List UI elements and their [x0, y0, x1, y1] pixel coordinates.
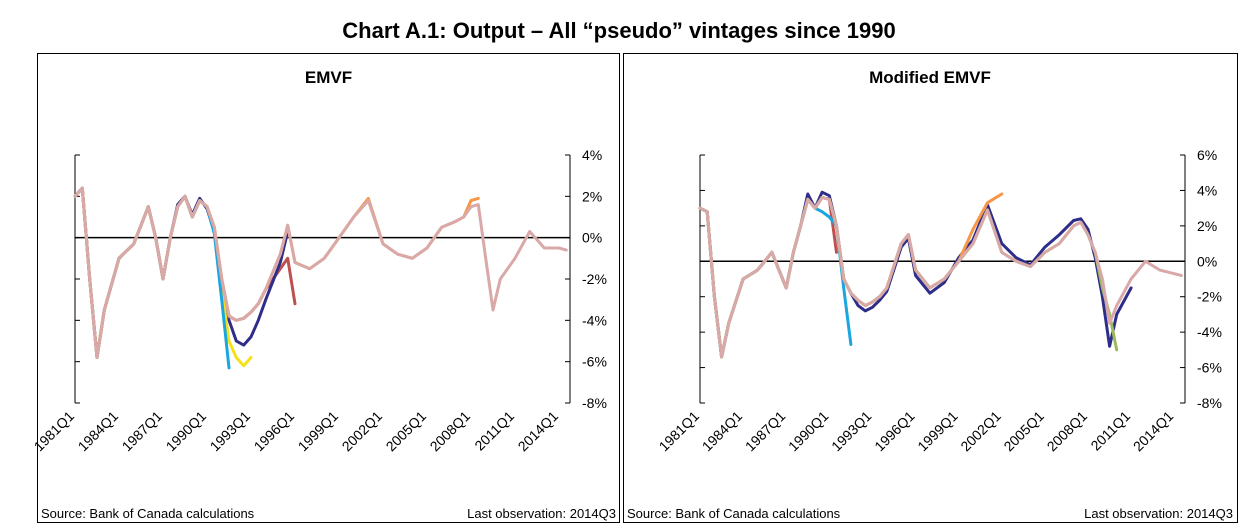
y-tick-label: -8%	[1197, 395, 1222, 411]
x-tick-label: 2005Q1	[1000, 408, 1047, 455]
x-tick-label: 2002Q1	[957, 408, 1004, 455]
y-tick-label: -2%	[582, 271, 607, 287]
x-tick-label: 2008Q1	[427, 408, 474, 455]
series-line	[73, 186, 297, 359]
y-tick-label: -4%	[582, 312, 607, 328]
x-tick-label: 2005Q1	[383, 408, 430, 455]
x-tick-label: 1984Q1	[699, 408, 746, 455]
x-tick-label: 2011Q1	[471, 408, 517, 454]
x-tick-label: 1993Q1	[828, 408, 875, 455]
x-tick-label: 2014Q1	[1130, 408, 1177, 455]
chart-title: Chart A.1: Output – All “pseudo” vintage…	[342, 18, 895, 43]
source-note: Source: Bank of Canada calculations	[41, 506, 255, 521]
x-tick-label: 1999Q1	[914, 408, 961, 455]
y-tick-label: -4%	[1197, 324, 1222, 340]
x-tick-label: 1996Q1	[871, 408, 918, 455]
x-tick-label: 2002Q1	[339, 408, 386, 455]
x-tick-label: 1999Q1	[295, 408, 342, 455]
x-tick-label: 2014Q1	[515, 408, 562, 455]
x-tick-label: 1990Q1	[163, 408, 210, 455]
x-tick-label: 1984Q1	[75, 408, 122, 455]
x-tick-label: 2008Q1	[1044, 408, 1091, 455]
x-tick-label: 1987Q1	[742, 408, 789, 455]
y-tick-label: -6%	[582, 354, 607, 370]
y-tick-label: -6%	[1197, 360, 1222, 376]
y-tick-label: -8%	[582, 395, 607, 411]
last-observation: Last observation: 2014Q3	[467, 506, 616, 521]
series-line	[73, 186, 568, 359]
y-tick-label: 2%	[582, 188, 602, 204]
series-line	[698, 196, 1183, 359]
series-line	[73, 186, 290, 359]
x-tick-label: 1993Q1	[207, 408, 254, 455]
series-line	[698, 196, 838, 359]
x-tick-label: 2011Q1	[1087, 408, 1133, 454]
panel-border	[37, 53, 620, 523]
series-line	[698, 192, 1004, 359]
y-tick-label: 6%	[1197, 147, 1217, 163]
y-tick-label: 4%	[1197, 182, 1217, 198]
y-tick-label: 0%	[1197, 253, 1217, 269]
y-tick-label: 0%	[582, 230, 602, 246]
last-observation: Last observation: 2014Q3	[1084, 506, 1233, 521]
x-tick-label: 1996Q1	[251, 408, 298, 455]
series-line	[698, 196, 1119, 359]
series-line	[698, 190, 1133, 359]
y-tick-label: 4%	[582, 147, 602, 163]
source-note: Source: Bank of Canada calculations	[627, 506, 841, 521]
panel-title: EMVF	[305, 68, 352, 87]
series-line	[698, 197, 853, 359]
x-tick-label: 1990Q1	[785, 408, 832, 455]
panel-title: Modified EMVF	[869, 68, 991, 87]
x-tick-label: 1981Q1	[656, 408, 703, 455]
y-tick-label: 2%	[1197, 218, 1217, 234]
x-tick-label: 1987Q1	[119, 408, 166, 455]
y-tick-label: -2%	[1197, 289, 1222, 305]
